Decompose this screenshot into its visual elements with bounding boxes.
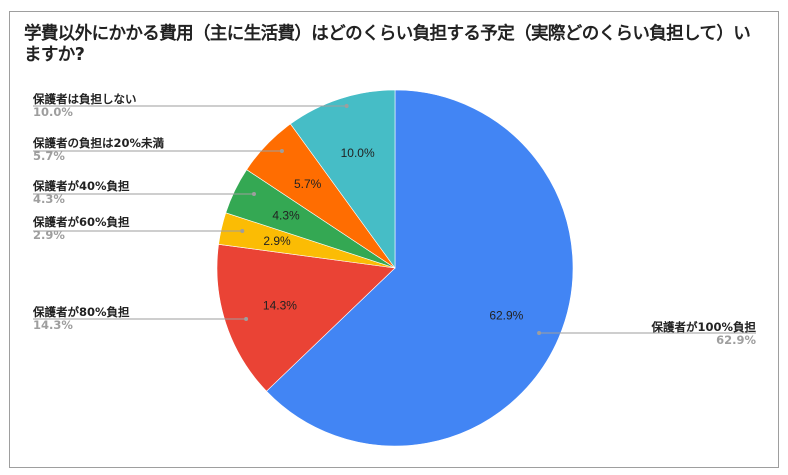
legend-name: 保護者の負担は20%未満	[33, 136, 165, 150]
legend-label-under20: 保護者の負担は20%未満 5.7%	[33, 137, 164, 163]
legend-pct: 4.3%	[33, 192, 65, 206]
leader-dot	[244, 317, 249, 321]
leader-dot	[344, 104, 349, 108]
legend-pct: 62.9%	[716, 333, 756, 347]
slice-value-label: 14.3%	[263, 299, 297, 313]
slice-value-label: 10.0%	[341, 146, 375, 160]
legend-name: 保護者が40%負担	[33, 179, 130, 193]
legend-label-60: 保護者が60%負担 2.9%	[33, 216, 130, 242]
slice-value-label: 2.9%	[263, 234, 291, 248]
slice-none	[290, 89, 396, 269]
slice-100	[266, 89, 574, 447]
legend-name: 保護者が80%負担	[33, 305, 130, 319]
slice-value-label: 5.7%	[294, 177, 322, 191]
legend-name: 保護者が100%負担	[651, 320, 756, 334]
legend-label-none: 保護者は負担しない 10.0%	[33, 93, 137, 119]
legend-label-80: 保護者が80%負担 14.3%	[33, 306, 130, 332]
slice-value-label: 4.3%	[272, 208, 300, 222]
slice-value-label: 62.9%	[489, 309, 523, 323]
legend-pct: 5.7%	[33, 149, 65, 163]
leader-dot	[251, 192, 256, 196]
legend-pct: 2.9%	[33, 228, 65, 242]
chart-title: 学費以外にかかる費用（主に生活費）はどのくらい負担する予定（実際どのくらい負担し…	[24, 24, 751, 65]
legend-name: 保護者は負担しない	[33, 92, 137, 106]
legend-pct: 14.3%	[33, 318, 73, 332]
slice-80	[216, 243, 396, 392]
leader-dot	[240, 229, 245, 233]
legend-pct: 10.0%	[33, 105, 73, 119]
leader-dot	[537, 331, 542, 335]
legend-label-40: 保護者が40%負担 4.3%	[33, 180, 130, 206]
legend-label-100: 保護者が100%負担 62.9%	[630, 321, 756, 347]
leader-dot	[279, 149, 284, 153]
legend-name: 保護者が60%負担	[33, 215, 130, 229]
